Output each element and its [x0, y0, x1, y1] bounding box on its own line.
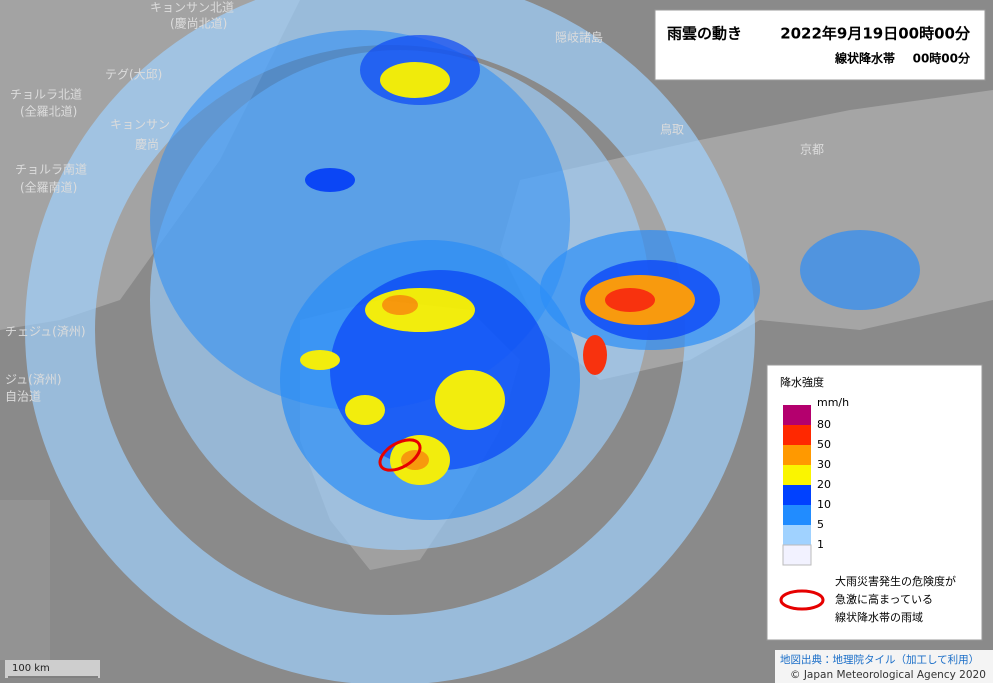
map-label: ジュ(済州): [5, 373, 62, 387]
subtitle-time: 00時00分: [913, 51, 971, 66]
map-label: チェジュ(済州): [5, 325, 86, 339]
legend-tick-label: 50: [817, 438, 831, 451]
legend-title: 降水強度: [780, 375, 824, 389]
map-label: キョンサン: [110, 118, 170, 132]
legend-unit: mm/h: [817, 396, 849, 409]
legend-swatch: [783, 505, 811, 525]
legend-swatch: [783, 485, 811, 505]
map-label: (慶尚北道): [170, 17, 227, 31]
legend-tick-label: 5: [817, 518, 824, 531]
legend-swatch: [783, 465, 811, 485]
legend-swatch: [783, 445, 811, 465]
legend-note: 線状降水帯の雨域: [835, 610, 923, 624]
map-label: 隠岐諸島: [555, 30, 603, 45]
map-label: チョルラ北道: [10, 88, 82, 102]
map-label: (全羅北道): [20, 105, 77, 119]
legend-tick-label: 20: [817, 478, 831, 491]
copyright: © Japan Meteorological Agency 2020: [790, 669, 986, 681]
hatched-area: [0, 500, 50, 660]
map-label: キョンサン北道: [150, 1, 234, 15]
legend-tick-label: 1: [817, 538, 824, 551]
legend-swatch: [783, 405, 811, 425]
attribution-box: [775, 650, 993, 683]
legend-tick-label: 30: [817, 458, 831, 471]
legend-swatch: [783, 525, 811, 545]
subtitle: 線状降水帯: [834, 51, 895, 66]
map-label: 京都: [800, 143, 824, 157]
map-label: 慶尚: [135, 138, 159, 152]
legend-note: 大雨災害発生の危険度が: [835, 574, 956, 588]
legend-swatch: [783, 425, 811, 445]
map-label: (全羅南道): [20, 180, 77, 195]
legend-tick-label: 10: [817, 498, 831, 511]
map-label: 鳥取: [660, 122, 684, 137]
scale-box: [5, 660, 100, 678]
map-source: 地図出典：地理院タイル（加工して利用）: [780, 653, 979, 666]
radar-echo: [25, 0, 920, 683]
linear-rainband-marker: [378, 438, 422, 472]
scale-label: 100 km: [12, 663, 50, 674]
legend-note: 急激に高まっている: [835, 592, 933, 606]
map-label: チョルラ南道: [15, 162, 87, 177]
legend-rainband-icon: [779, 589, 825, 611]
map-label: 自治道: [5, 390, 41, 404]
title: 雨雲の動き: [667, 25, 742, 43]
legend-tick-label: 80: [817, 418, 831, 431]
datetime: 2022年9月19日00時00分: [780, 25, 971, 43]
legend-swatch: [782, 544, 812, 566]
map-label: テグ(大邱): [105, 68, 162, 82]
header-box: [654, 9, 986, 81]
